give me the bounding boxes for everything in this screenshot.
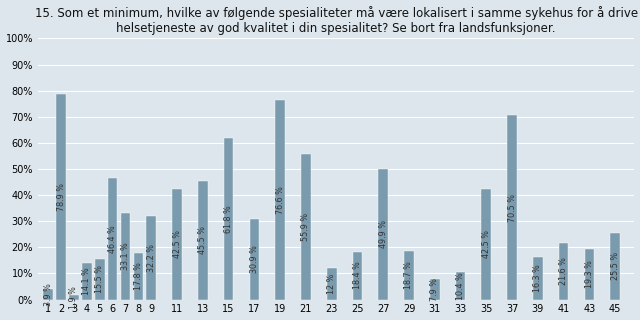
Bar [327, 268, 337, 300]
Bar [224, 138, 234, 300]
Text: 76.6 %: 76.6 % [276, 186, 285, 213]
Text: 16.3 %: 16.3 % [533, 264, 542, 292]
Bar [481, 188, 491, 300]
Text: 78.9 %: 78.9 % [56, 183, 66, 211]
Text: 42.5 %: 42.5 % [173, 230, 182, 258]
Text: 25.5 %: 25.5 % [611, 252, 620, 280]
Bar [250, 219, 259, 300]
Bar [430, 279, 440, 300]
Bar [559, 243, 568, 300]
Text: 14.1 %: 14.1 % [83, 267, 92, 295]
Bar [275, 100, 285, 300]
Bar [121, 213, 131, 300]
Bar [508, 116, 517, 300]
Text: 7.9 %: 7.9 % [430, 278, 439, 301]
Text: 1.9 %: 1.9 % [70, 286, 79, 308]
Bar [69, 295, 79, 300]
Text: 61.8 %: 61.8 % [224, 205, 233, 233]
Text: 15.5 %: 15.5 % [95, 265, 104, 293]
Text: 46.4 %: 46.4 % [108, 225, 117, 253]
Text: 17.8 %: 17.8 % [134, 262, 143, 290]
Text: 55.9 %: 55.9 % [301, 212, 310, 241]
Text: 21.6 %: 21.6 % [559, 258, 568, 285]
Bar [56, 93, 66, 300]
Text: 10.4 %: 10.4 % [456, 272, 465, 300]
Bar [147, 215, 156, 300]
Bar [44, 289, 53, 300]
Text: 49.9 %: 49.9 % [379, 220, 388, 248]
Text: 19.3 %: 19.3 % [585, 260, 594, 288]
Text: 42.5 %: 42.5 % [482, 230, 491, 258]
Bar [456, 272, 465, 300]
Text: 30.9 %: 30.9 % [250, 245, 259, 273]
Bar [172, 188, 182, 300]
Text: 33.1 %: 33.1 % [121, 243, 130, 270]
Bar [82, 263, 92, 300]
Bar [584, 249, 594, 300]
Bar [378, 169, 388, 300]
Bar [404, 251, 414, 300]
Text: 18.7 %: 18.7 % [404, 261, 413, 289]
Bar [611, 233, 620, 300]
Bar [301, 154, 311, 300]
Text: 12 %: 12 % [327, 274, 336, 294]
Bar [95, 259, 104, 300]
Bar [353, 252, 362, 300]
Text: 45.5 %: 45.5 % [198, 226, 207, 254]
Text: 32.2 %: 32.2 % [147, 244, 156, 272]
Text: 18.4 %: 18.4 % [353, 262, 362, 289]
Text: 70.5 %: 70.5 % [508, 194, 516, 221]
Title: 15. Som et minimum, hvilke av følgende spesialiteter må være lokalisert i samme : 15. Som et minimum, hvilke av følgende s… [35, 5, 637, 35]
Bar [198, 181, 207, 300]
Bar [134, 253, 143, 300]
Bar [533, 257, 543, 300]
Text: 3.9 %: 3.9 % [44, 283, 52, 306]
Bar [108, 179, 118, 300]
